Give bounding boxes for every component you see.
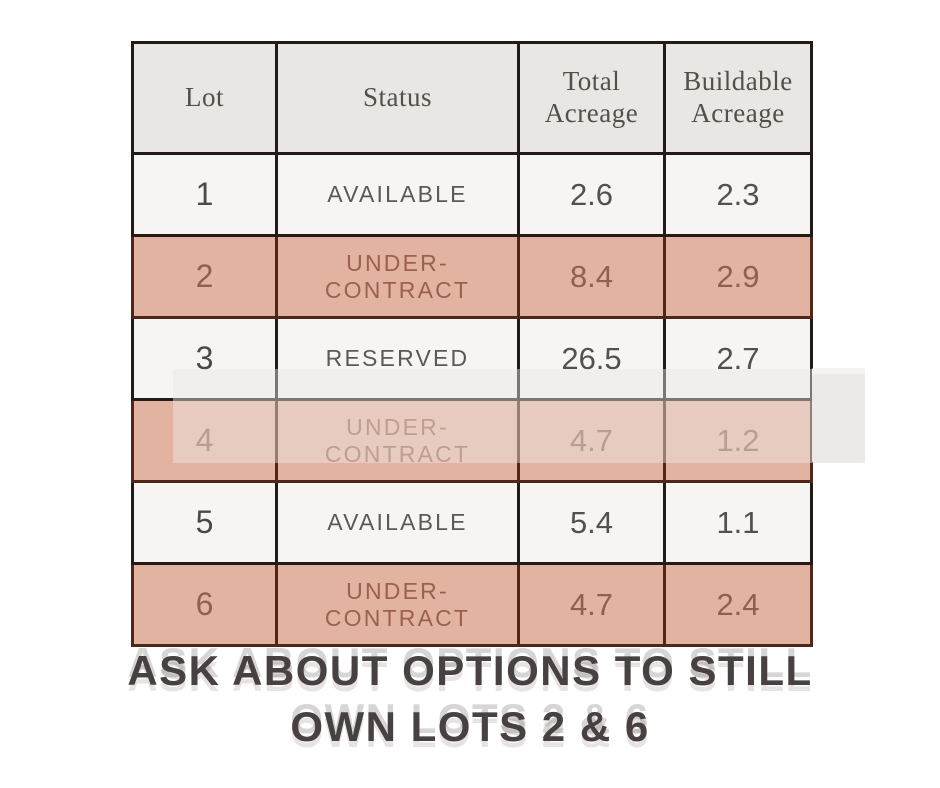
status-cell: AVAILABLE bbox=[275, 480, 520, 565]
translucent-highlight-band bbox=[173, 369, 812, 463]
lot-cell: 6 bbox=[131, 562, 278, 647]
buildable-acreage-cell: 1.2 bbox=[663, 398, 813, 483]
status-cell: UNDER-CONTRACT bbox=[275, 398, 520, 483]
caption-line-2: OWN LOTS 2 & 6 bbox=[290, 703, 650, 750]
table-row: 3 RESERVED 26.5 2.7 bbox=[131, 316, 813, 401]
caption: ASK ABOUT OPTIONS TO STILL OWN LOTS 2 & … bbox=[0, 643, 940, 755]
total-acreage-cell: 8.4 bbox=[517, 234, 666, 319]
table-row: 2 UNDER-CONTRACT 8.4 2.9 bbox=[131, 234, 813, 319]
table-row: 1 AVAILABLE 2.6 2.3 bbox=[131, 152, 813, 237]
status-cell: UNDER-CONTRACT bbox=[275, 234, 520, 319]
lot-status-table: Lot Status Total Acreage Buildable Acrea… bbox=[131, 41, 813, 647]
column-header-total-acreage: Total Acreage bbox=[517, 41, 666, 155]
status-cell: AVAILABLE bbox=[275, 152, 520, 237]
total-acreage-cell: 4.7 bbox=[517, 562, 666, 647]
table-row: 6 UNDER-CONTRACT 4.7 2.4 bbox=[131, 562, 813, 647]
caption-line-1: ASK ABOUT OPTIONS TO STILL bbox=[127, 647, 813, 694]
status-cell: RESERVED bbox=[275, 316, 520, 401]
buildable-acreage-cell: 2.9 bbox=[663, 234, 813, 319]
table-row: 4 UNDER-CONTRACT 4.7 1.2 bbox=[131, 398, 813, 483]
lot-cell: 5 bbox=[131, 480, 278, 565]
status-cell: UNDER-CONTRACT bbox=[275, 562, 520, 647]
column-header-status: Status bbox=[275, 41, 520, 155]
buildable-acreage-cell: 2.3 bbox=[663, 152, 813, 237]
side-scroll-handle[interactable] bbox=[812, 368, 865, 463]
lot-cell: 1 bbox=[131, 152, 278, 237]
buildable-acreage-cell: 1.1 bbox=[663, 480, 813, 565]
buildable-acreage-cell: 2.4 bbox=[663, 562, 813, 647]
total-acreage-cell: 2.6 bbox=[517, 152, 666, 237]
column-header-lot: Lot bbox=[131, 41, 278, 155]
lot-cell: 4 bbox=[131, 398, 278, 483]
lot-cell: 3 bbox=[131, 316, 278, 401]
buildable-acreage-cell: 2.7 bbox=[663, 316, 813, 401]
table-header-row: Lot Status Total Acreage Buildable Acrea… bbox=[131, 41, 813, 155]
total-acreage-cell: 4.7 bbox=[517, 398, 666, 483]
lot-cell: 2 bbox=[131, 234, 278, 319]
total-acreage-cell: 26.5 bbox=[517, 316, 666, 401]
total-acreage-cell: 5.4 bbox=[517, 480, 666, 565]
column-header-buildable-acreage: Buildable Acreage bbox=[663, 41, 813, 155]
table-row: 5 AVAILABLE 5.4 1.1 bbox=[131, 480, 813, 565]
